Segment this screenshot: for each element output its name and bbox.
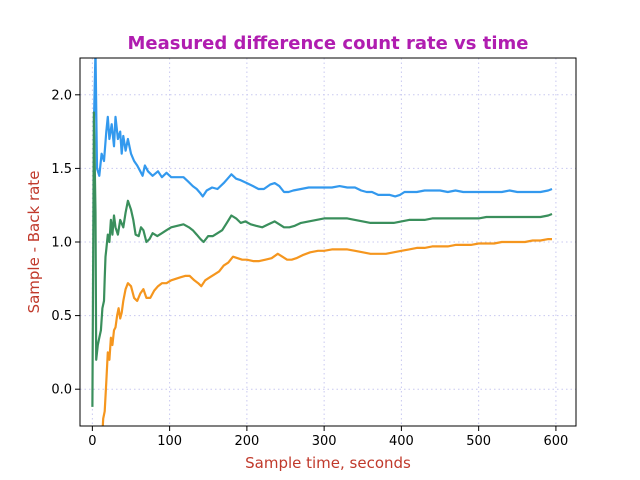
x-tick-label: 300 [312, 434, 337, 449]
series-lines [91, 58, 553, 426]
y-tick-label: 1.5 [51, 162, 72, 177]
y-axis-title: Sample - Back rate [25, 171, 43, 314]
series-line-3 [101, 238, 552, 426]
x-tick-label: 0 [88, 434, 96, 449]
x-axis-title: Sample time, seconds [245, 454, 411, 472]
series-line-2 [91, 111, 553, 407]
y-tick-label: 1.0 [51, 236, 72, 251]
x-tick-label: 500 [466, 434, 491, 449]
chart-title: Measured difference count rate vs time [127, 33, 528, 54]
y-tick-label: 0.5 [51, 309, 72, 324]
ticks: 0 100 200 300 400 500 600 0.0 0.5 1.0 1.5 2.0 [51, 88, 568, 449]
x-tick-label: 100 [157, 434, 182, 449]
y-tick-label: 2.0 [51, 88, 72, 103]
x-tick-label: 400 [389, 434, 414, 449]
x-tick-label: 200 [234, 434, 259, 449]
x-tick-label: 600 [543, 434, 568, 449]
y-tick-label: 0.0 [51, 383, 72, 398]
series-line-1 [92, 58, 553, 198]
